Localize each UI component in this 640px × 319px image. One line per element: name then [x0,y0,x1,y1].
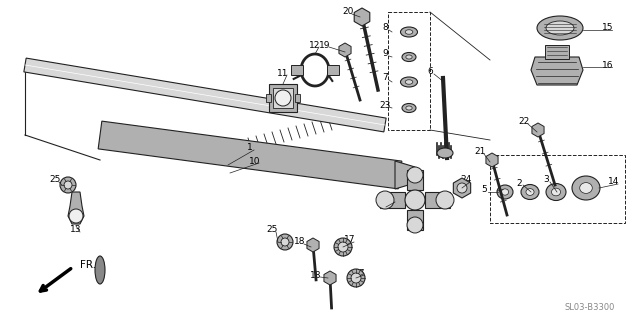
Polygon shape [425,192,450,208]
Bar [490,155,625,223]
Ellipse shape [572,176,600,200]
Polygon shape [407,170,423,190]
Circle shape [376,191,394,209]
Text: 16: 16 [602,61,614,70]
Text: 15: 15 [602,24,614,33]
Ellipse shape [402,103,416,113]
Text: 8: 8 [382,24,388,33]
Circle shape [405,190,425,210]
Text: 20: 20 [342,8,354,17]
Polygon shape [68,192,84,224]
Text: 6: 6 [427,68,433,77]
Text: 17: 17 [355,269,365,278]
Circle shape [407,167,423,183]
Polygon shape [339,43,351,57]
Bar [273,88,293,108]
Ellipse shape [405,30,413,34]
Ellipse shape [501,189,509,195]
Polygon shape [407,210,423,230]
Ellipse shape [437,148,453,158]
Polygon shape [531,57,583,85]
Text: 18: 18 [310,271,322,279]
Bar [295,94,300,102]
Circle shape [338,242,348,252]
Bar [269,84,297,112]
Ellipse shape [406,106,412,110]
Polygon shape [98,121,402,189]
Text: FR.: FR. [80,260,96,270]
Ellipse shape [526,189,534,195]
Bar [291,65,303,75]
Text: 19: 19 [319,41,331,49]
Circle shape [351,273,361,283]
Bar [388,12,430,130]
Text: 17: 17 [344,235,356,244]
Text: 3: 3 [543,175,549,184]
Ellipse shape [552,188,561,196]
Text: 10: 10 [249,157,260,166]
Ellipse shape [521,184,539,199]
Polygon shape [324,271,336,285]
Text: SL03-B3300: SL03-B3300 [565,302,615,311]
Ellipse shape [497,185,513,199]
Text: 4: 4 [379,201,385,210]
Ellipse shape [401,77,417,87]
Circle shape [334,238,352,256]
Text: 7: 7 [382,73,388,83]
Circle shape [347,269,365,287]
Polygon shape [486,153,498,167]
Ellipse shape [546,21,574,35]
Ellipse shape [546,183,566,201]
Bar [327,65,339,75]
Bar [266,94,271,102]
Circle shape [60,177,76,193]
Circle shape [277,234,293,250]
Text: 23: 23 [380,100,390,109]
Ellipse shape [95,256,105,284]
Text: 18: 18 [294,238,306,247]
Text: 9: 9 [382,49,388,58]
Ellipse shape [405,80,413,84]
Polygon shape [453,178,470,198]
Ellipse shape [402,53,416,62]
Ellipse shape [537,16,583,40]
Circle shape [64,181,72,189]
Circle shape [69,209,83,223]
Text: 14: 14 [608,177,620,187]
Circle shape [275,90,291,106]
Text: 21: 21 [474,147,486,157]
Polygon shape [380,192,405,208]
Text: 2: 2 [516,179,522,188]
Ellipse shape [406,55,412,59]
Text: 11: 11 [277,69,289,78]
Text: 13: 13 [70,226,82,234]
Polygon shape [307,238,319,252]
Polygon shape [24,58,386,132]
Circle shape [457,183,467,193]
Bar [545,45,569,59]
Ellipse shape [580,182,592,193]
Circle shape [281,238,289,246]
Polygon shape [395,161,415,189]
Polygon shape [532,123,544,137]
Text: 25: 25 [49,175,61,184]
Text: 1: 1 [247,144,253,152]
Polygon shape [354,8,370,26]
Text: 22: 22 [518,117,530,127]
Text: 25: 25 [266,226,278,234]
Circle shape [436,191,454,209]
Ellipse shape [401,27,417,37]
Circle shape [407,217,423,233]
Text: 12: 12 [309,41,321,49]
Text: 5: 5 [481,186,487,195]
Text: 24: 24 [460,175,472,184]
